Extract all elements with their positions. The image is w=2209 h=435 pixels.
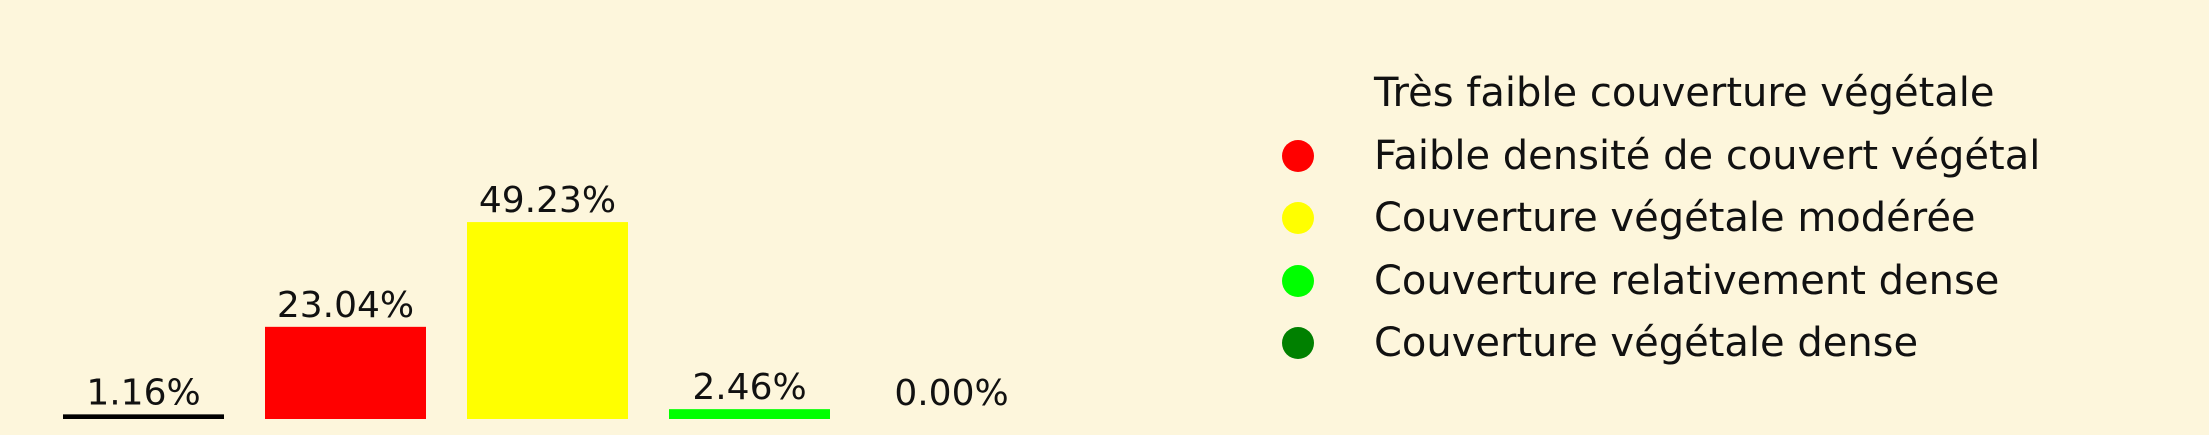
- data-label-moderate: 49.23%: [479, 180, 616, 221]
- legend-label-dense: Couverture végétale dense: [1374, 320, 1919, 367]
- legend-label-low: Faible densité de couvert végétal: [1374, 132, 2041, 179]
- bar-very-low: [63, 414, 224, 419]
- data-label-dense: 0.00%: [894, 373, 1008, 414]
- data-label-low: 23.04%: [277, 285, 414, 326]
- legend-item-relatively-dense: Couverture relativement dense: [1270, 250, 2040, 313]
- data-label-very-low: 1.16%: [86, 372, 200, 413]
- legend-label-relatively-dense: Couverture relativement dense: [1374, 257, 2000, 304]
- legend-marker-moderate: [1282, 202, 1314, 235]
- legend-item-moderate: Couverture végétale modérée: [1270, 187, 2040, 250]
- bar-plot-area: 1.16% 23.04% 49.23% 2.46% 0.00%: [63, 180, 1009, 419]
- data-label-relatively-dense: 2.46%: [692, 367, 806, 408]
- bar-moderate: [467, 222, 628, 419]
- legend-label-moderate: Couverture végétale modérée: [1374, 195, 1976, 242]
- legend-marker-low: [1282, 139, 1314, 172]
- legend-marker-very-low: [1282, 77, 1314, 110]
- legend-item-low: Faible densité de couvert végétal: [1270, 125, 2040, 188]
- bar-relatively-dense: [669, 409, 830, 419]
- legend-item-dense: Couverture végétale dense: [1270, 312, 2040, 375]
- legend-marker-dense: [1282, 327, 1314, 360]
- legend-item-very-low: Très faible couverture végétale: [1270, 62, 2040, 125]
- legend: Très faible couverture végétale Faible d…: [1270, 62, 2040, 375]
- legend-marker-relatively-dense: [1282, 264, 1314, 297]
- legend-label-very-low: Très faible couverture végétale: [1374, 70, 1995, 117]
- bar-low: [265, 326, 426, 419]
